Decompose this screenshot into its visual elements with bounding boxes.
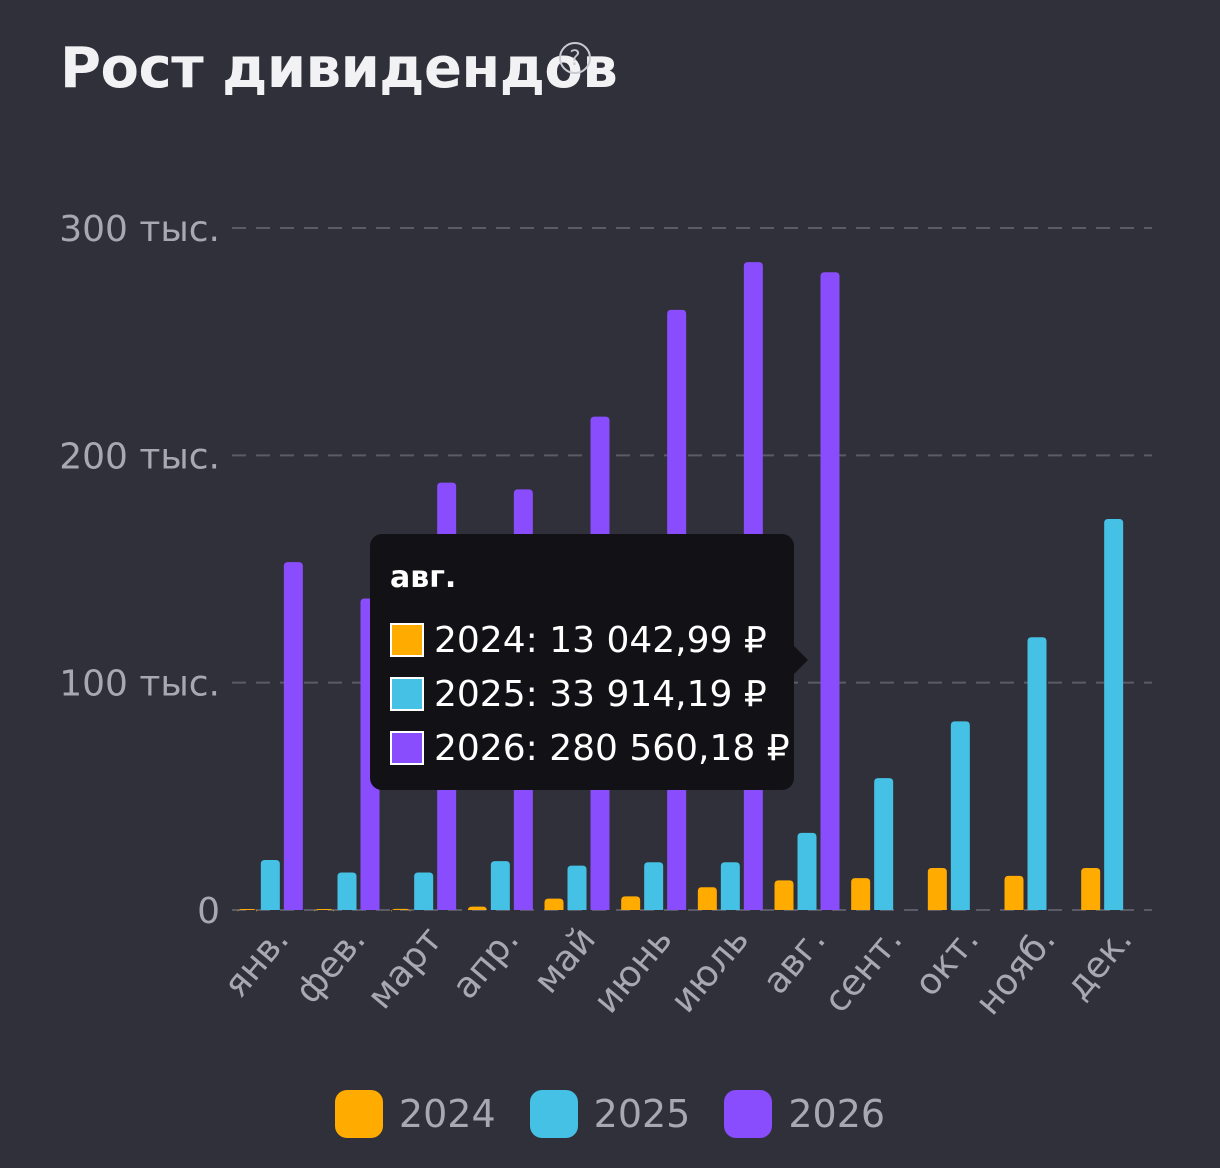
bar-2025-8[interactable] (874, 778, 894, 910)
legend-swatch-2024 (334, 1090, 383, 1138)
tooltip-row-2026: 2026: 280 560,18 ₽ (390, 721, 794, 775)
legend-swatch-2026 (724, 1090, 773, 1138)
tooltip-swatch-2026 (390, 731, 424, 765)
x-tick-label-0: янв. (216, 919, 297, 1005)
tooltip-value-2026: 2026: 280 560,18 ₽ (434, 727, 790, 769)
bar-2026-0[interactable] (283, 562, 303, 910)
tooltip-row-2025: 2025: 33 914,19 ₽ (390, 667, 794, 721)
y-tick-label-0: 0 (197, 891, 220, 932)
tooltip-swatch-2024 (390, 623, 424, 657)
legend-label-2026: 2026 (788, 1092, 886, 1136)
x-tick-label-2: март (359, 919, 450, 1017)
y-tick-label-2: 200 тыс. (59, 436, 220, 477)
legend-label-2025: 2025 (593, 1092, 691, 1136)
bar-2024-0[interactable] (237, 909, 257, 913)
bar-2024-5[interactable] (621, 896, 641, 910)
bar-2024-7[interactable] (774, 880, 794, 910)
legend-item-2026[interactable]: 2026 (724, 1090, 885, 1138)
help-icon[interactable]: ? (559, 42, 591, 74)
bar-2025-11[interactable] (1104, 518, 1124, 910)
legend-item-2025[interactable]: 2025 (529, 1090, 691, 1138)
bar-2025-6[interactable] (720, 862, 740, 910)
legend-swatch-2025 (529, 1090, 578, 1138)
bar-2025-4[interactable] (567, 865, 587, 910)
bar-2024-11[interactable] (1081, 867, 1101, 910)
chart-tooltip: авг. 2024: 13 042,99 ₽ 2025: 33 914,19 ₽… (370, 534, 808, 790)
bar-2024-9[interactable] (927, 867, 947, 910)
x-tick-label-5: июнь (586, 919, 681, 1021)
x-tick-label-10: нояб. (968, 919, 1064, 1023)
tooltip-swatch-2025 (390, 677, 424, 711)
bar-2024-6[interactable] (697, 887, 717, 910)
tooltip-title: авг. (390, 560, 457, 595)
bar-2025-3[interactable] (490, 861, 510, 910)
tooltip-row-2024: 2024: 13 042,99 ₽ (390, 613, 794, 667)
bar-2025-2[interactable] (414, 872, 434, 910)
bar-2024-8[interactable] (851, 878, 871, 910)
page-title: Рост дивидендов (60, 36, 618, 101)
y-tick-label-3: 300 тыс. (59, 209, 220, 250)
x-tick-label-8: сент. (816, 919, 910, 1020)
bar-2024-2[interactable] (391, 908, 411, 913)
tooltip-value-2024: 2024: 13 042,99 ₽ (434, 619, 767, 661)
bar-2026-7[interactable] (820, 272, 840, 910)
bar-2025-5[interactable] (644, 862, 664, 910)
bar-2024-3[interactable] (467, 906, 487, 911)
bar-2025-9[interactable] (950, 721, 970, 910)
x-tick-label-3: апр. (444, 919, 527, 1007)
bar-2024-10[interactable] (1004, 875, 1024, 910)
bar-2024-1[interactable] (314, 909, 334, 913)
bar-2025-7[interactable] (797, 832, 817, 910)
bar-2025-0[interactable] (260, 859, 280, 910)
bar-2024-4[interactable] (544, 898, 564, 910)
legend-label-2024: 2024 (398, 1092, 496, 1136)
legend-item-2024[interactable]: 2024 (334, 1090, 496, 1138)
tooltip-value-2025: 2025: 33 914,19 ₽ (434, 673, 767, 715)
x-tick-label-1: фев. (287, 919, 373, 1011)
dividend-growth-chart: 0 100 тыс. 200 тыс. 300 тыс. янв.фев.мартапр… (59, 209, 1152, 1023)
x-tick-label-6: июль (663, 919, 757, 1020)
x-tick-label-11: дек. (1058, 919, 1141, 1007)
bar-2025-1[interactable] (337, 872, 357, 910)
y-tick-label-1: 100 тыс. (59, 664, 220, 705)
chart-legend: 2024 2025 2026 (0, 1090, 1220, 1138)
bar-2025-10[interactable] (1027, 637, 1047, 910)
